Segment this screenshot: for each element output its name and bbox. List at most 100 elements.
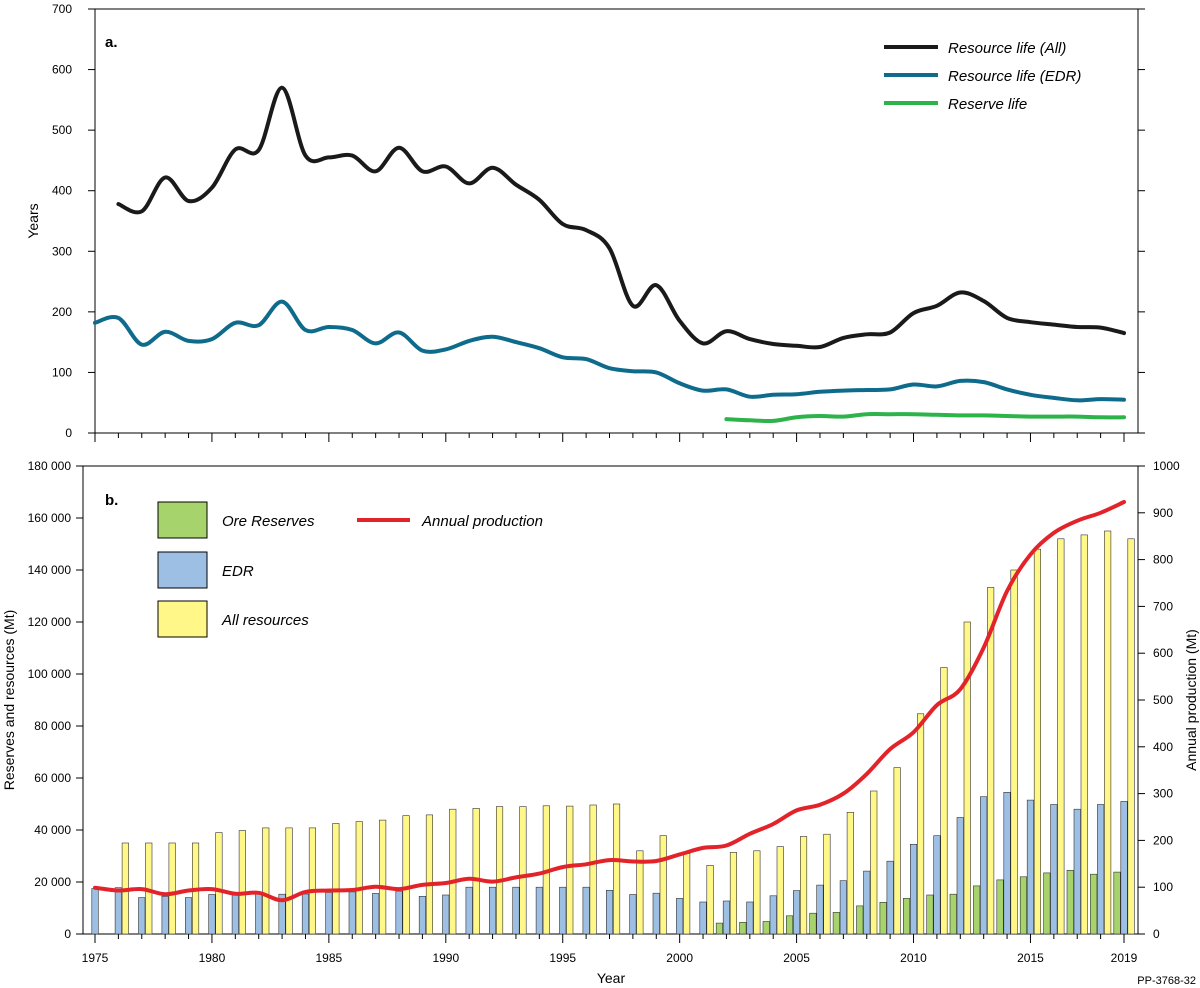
- bar-all-resources-2002: [729, 852, 738, 935]
- bar-all-resources-2015: [1033, 548, 1041, 935]
- bar-all-resources-1993: [519, 806, 527, 935]
- bar-edr-1980: [208, 894, 216, 935]
- bar-edr-1984: [301, 893, 310, 935]
- bar-edr-2014: [1003, 791, 1011, 935]
- x-tick-label-2000: 2000: [666, 951, 693, 965]
- bar-all-resources-2010: [916, 713, 925, 935]
- bar-all-resources-1998: [636, 850, 644, 935]
- figure-id: PP-3768-32: [1137, 975, 1196, 987]
- y-tick-label-100: 100: [52, 365, 72, 379]
- panel-b-x-axis-title: Year: [597, 970, 626, 986]
- y-tick-label-120000: 120 000: [28, 615, 72, 629]
- bar-ore-reserves-2009: [879, 901, 887, 935]
- bar-all-resources-1987: [379, 819, 387, 935]
- panel-a-x-axis: [94, 433, 1125, 442]
- bar-ore-reserves-2012: [949, 893, 957, 935]
- bar-ore-reserves-2007: [832, 912, 840, 935]
- bar-all-resources-1978: [168, 842, 176, 935]
- bar-ore-reserves-2003: [739, 921, 747, 935]
- y-tick-label-700: 700: [52, 2, 72, 16]
- legend-swatch-ore-reserves: [157, 501, 208, 539]
- bar-edr-2015: [1026, 799, 1034, 935]
- bar-edr-2018: [1097, 804, 1105, 935]
- y2-tick-label-500: 500: [1153, 693, 1173, 707]
- bar-all-resources-1981: [238, 830, 246, 935]
- panel-b-reserves-production: 0 20 000 40 000 60 000 80 000 100 000 120 000 1…: [1, 459, 1199, 986]
- bar-edr-2000: [676, 898, 684, 935]
- y-tick-label-300: 300: [52, 244, 72, 258]
- panel-b-x-axis: 1975 1980 1985 1990 1995 2000 2005 2010 2015 2019: [82, 934, 1138, 965]
- x-tick-label-1990: 1990: [432, 951, 459, 965]
- bar-edr-1977: [138, 897, 146, 935]
- bar-all-resources-1996: [589, 804, 597, 935]
- bar-edr-2005: [792, 890, 801, 935]
- legend-swatch-edr: [157, 551, 208, 589]
- bar-edr-1996: [582, 886, 590, 935]
- bar-edr-2004: [769, 895, 777, 935]
- bar-ore-reserves-2015: [1019, 876, 1028, 935]
- bar-all-resources-2006: [823, 833, 831, 935]
- panel-a-label: a.: [105, 34, 118, 51]
- x-tick-label-2015: 2015: [1017, 951, 1044, 965]
- line-resource-life-all: [116, 85, 1126, 350]
- bar-all-resources-2013: [987, 587, 995, 935]
- x-tick-label-2019: 2019: [1111, 951, 1138, 965]
- bar-all-resources-2004: [776, 846, 784, 935]
- bar-edr-2009: [886, 860, 894, 935]
- bar-edr-1993: [512, 886, 520, 935]
- bar-all-resources-1986: [355, 821, 363, 935]
- bar-ore-reserves-2017: [1066, 869, 1074, 935]
- line-annual-production: [93, 500, 1126, 903]
- bar-all-resources-2014: [1010, 569, 1018, 935]
- x-tick-label-1975: 1975: [82, 951, 109, 965]
- bar-edr-2007: [839, 880, 847, 935]
- y-tick-label-100000: 100 000: [28, 667, 72, 681]
- bar-all-resources-1997: [612, 803, 621, 935]
- panel-b-label: b.: [105, 492, 118, 509]
- y2-tick-label-700: 700: [1153, 599, 1173, 613]
- panel-b-y-axis-right: 0 100 200 300 400 500 600 700 800 900 1000: [1138, 459, 1180, 941]
- bar-ore-reserves-2005: [785, 915, 794, 935]
- panel-a-series: [93, 85, 1126, 424]
- bar-edr-2002: [722, 900, 731, 935]
- bar-all-resources-1989: [425, 814, 434, 935]
- bar-all-resources-2009: [893, 767, 901, 935]
- bar-all-resources-2000: [683, 853, 691, 935]
- bar-edr-1989: [418, 895, 427, 935]
- bar-all-resources-2012: [963, 621, 971, 935]
- y-tick-label-180000: 180 000: [28, 459, 72, 473]
- bar-all-resources-2016: [1057, 538, 1065, 935]
- y2-tick-label-100: 100: [1153, 880, 1173, 894]
- panel-a-resource-life: 0 100 200 300 400 500 600 700 Years a. Resource…: [25, 2, 1145, 442]
- bar-ore-reserves-2004: [762, 921, 770, 935]
- legend-swatch-all-resources: [157, 600, 208, 638]
- legend-label-resource-life-all: Resource life (All): [948, 40, 1066, 57]
- bar-edr-2006: [816, 884, 824, 935]
- line-reserve-life: [724, 412, 1126, 424]
- panel-b-production-line: [93, 500, 1126, 903]
- line-resource-life-edr: [93, 299, 1126, 403]
- bar-edr-1981: [231, 892, 239, 935]
- bar-all-resources-2019: [1127, 538, 1135, 935]
- bar-edr-1987: [372, 893, 380, 935]
- bar-edr-1992: [488, 886, 497, 935]
- bar-edr-1999: [652, 892, 660, 935]
- panel-b-legend: Ore Reserves EDR All resources Annual pr…: [157, 501, 543, 638]
- bar-ore-reserves-2014: [996, 879, 1004, 935]
- y2-tick-label-1000: 1000: [1153, 459, 1180, 473]
- bar-all-resources-1990: [449, 808, 457, 935]
- bar-ore-reserves-2011: [926, 894, 934, 935]
- panel-b-y-axis-title: Reserves and resources (Mt): [1, 610, 17, 791]
- bar-all-resources-2017: [1080, 534, 1088, 935]
- bar-all-resources-1982: [262, 827, 270, 935]
- y-tick-label-20000: 20 000: [34, 875, 71, 889]
- bar-edr-1990: [442, 894, 450, 935]
- panel-b-y2-axis-title: Annual production (Mt): [1183, 629, 1199, 771]
- y2-tick-label-0: 0: [1153, 927, 1160, 941]
- y-tick-label-0: 0: [65, 426, 72, 440]
- legend-label-resource-life-edr: Resource life (EDR): [948, 68, 1081, 85]
- bar-edr-1976: [114, 887, 122, 935]
- bar-edr-1985: [325, 892, 333, 935]
- x-tick-label-2005: 2005: [783, 951, 810, 965]
- legend-label-all-resources: All resources: [221, 612, 309, 629]
